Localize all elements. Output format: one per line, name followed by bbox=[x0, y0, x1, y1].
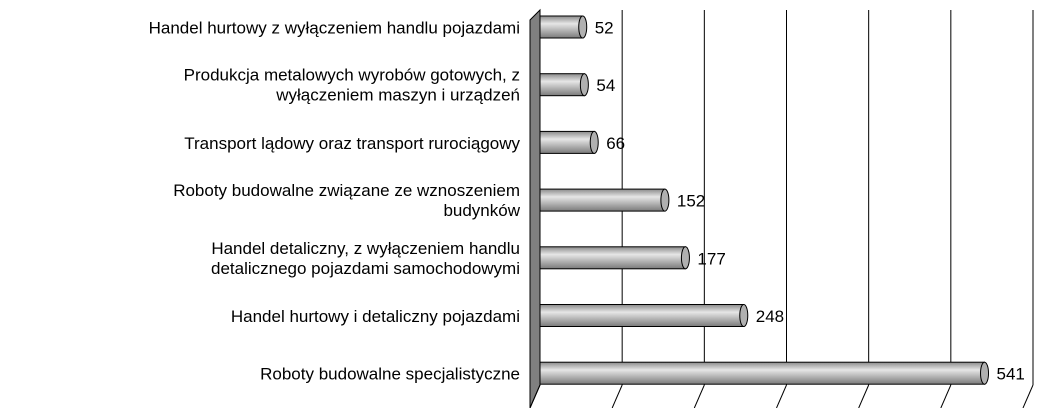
value-label: 152 bbox=[677, 192, 705, 211]
y-tick-label: Handel hurtowy i detaliczny pojazdami bbox=[231, 307, 520, 326]
bar bbox=[539, 361, 986, 385]
floor-line bbox=[776, 384, 787, 408]
y-tick-label: Handel detaliczny, z wyłączeniem handlu d… bbox=[211, 239, 520, 278]
bar-cap bbox=[739, 304, 749, 327]
value-label: 177 bbox=[697, 249, 725, 268]
bar-cap bbox=[980, 361, 990, 385]
side-wall bbox=[529, 8, 541, 408]
bar bbox=[539, 73, 585, 97]
value-label: 52 bbox=[595, 18, 614, 37]
bar bbox=[539, 304, 745, 327]
y-tick-label: Transport lądowy oraz transport rurociąg… bbox=[184, 134, 520, 153]
value-label: 54 bbox=[596, 76, 615, 95]
floor-line bbox=[858, 384, 870, 408]
bar-cap bbox=[680, 246, 690, 270]
bar-cap bbox=[579, 73, 589, 97]
floor-line bbox=[1022, 384, 1034, 408]
bar-cap bbox=[589, 130, 599, 154]
bar bbox=[539, 15, 584, 39]
bar bbox=[539, 130, 595, 154]
y-tick-label: Roboty budowalne związane ze wznoszeniem… bbox=[173, 182, 521, 221]
value-label: 66 bbox=[606, 134, 625, 153]
floor-line bbox=[611, 384, 623, 408]
floor-line bbox=[529, 384, 541, 408]
value-label: 248 bbox=[756, 307, 784, 326]
bar bbox=[539, 188, 666, 212]
y-tick-label: Produkcja metalowych wyrobów gotowych, z… bbox=[184, 66, 520, 105]
bar-cap bbox=[578, 15, 588, 39]
floor-line bbox=[940, 384, 952, 408]
y-tick-label: Handel hurtowy z wyłączeniem handlu poja… bbox=[149, 18, 520, 37]
bar bbox=[539, 246, 686, 270]
y-tick-label: Roboty budowalne specjalistyczne bbox=[260, 365, 520, 384]
bar-cap bbox=[660, 188, 670, 212]
value-label: 541 bbox=[997, 365, 1025, 384]
floor-line bbox=[693, 384, 705, 408]
